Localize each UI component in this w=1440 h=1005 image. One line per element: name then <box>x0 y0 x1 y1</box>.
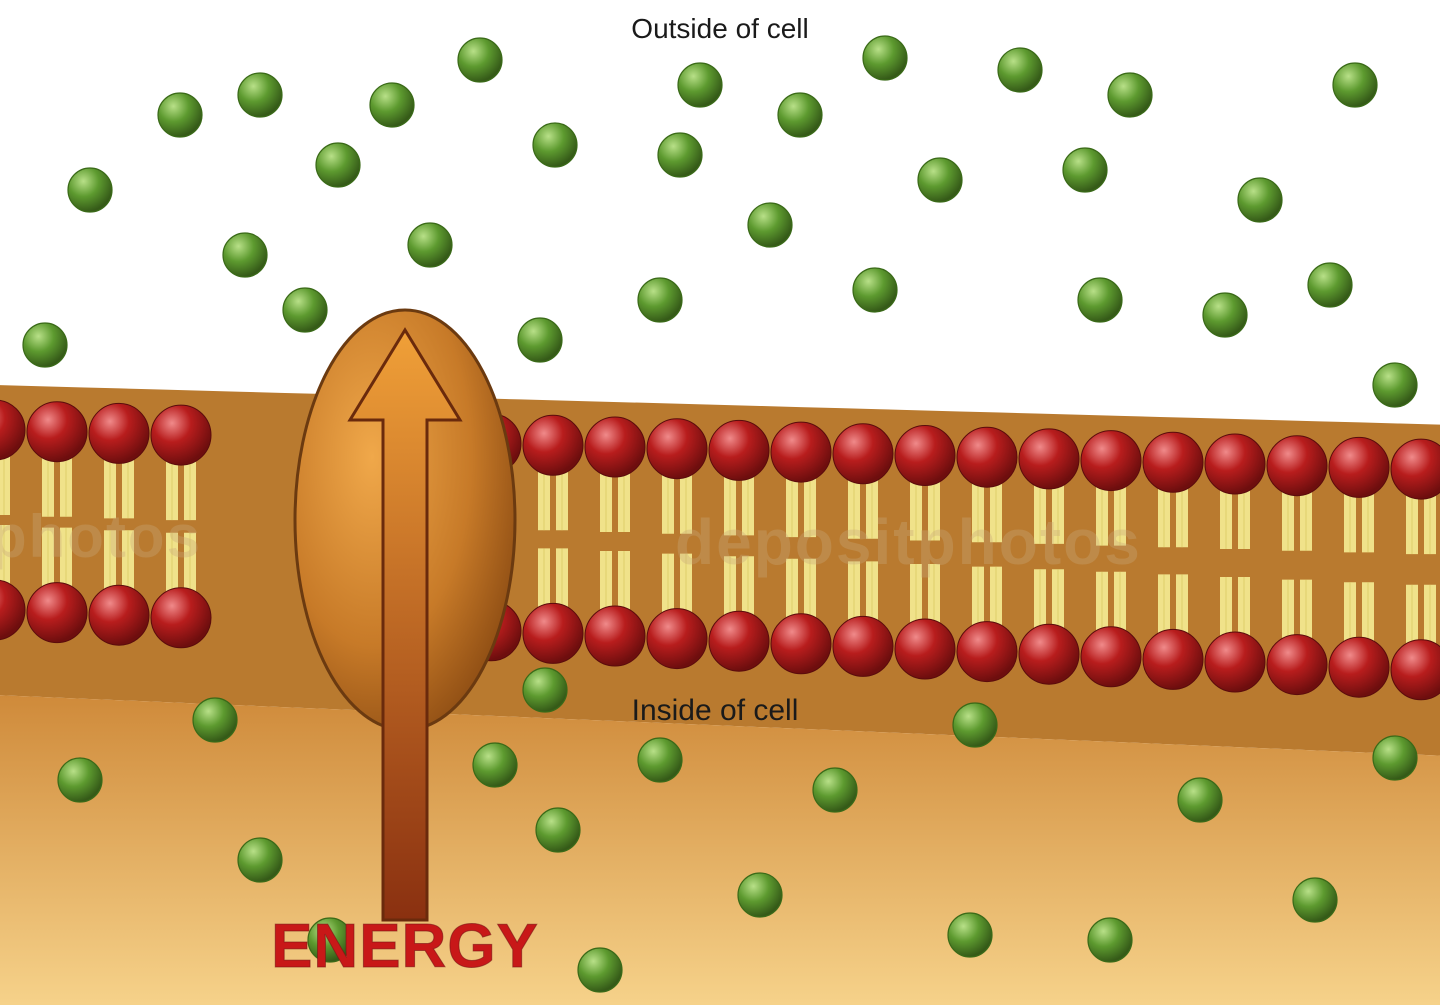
lipid-head-bottom <box>1205 632 1265 692</box>
molecule <box>523 668 567 712</box>
molecule <box>238 73 282 117</box>
lipid-head-top <box>833 424 893 484</box>
lipid-head-bottom <box>1081 627 1141 687</box>
molecule <box>778 93 822 137</box>
molecule <box>953 703 997 747</box>
molecule <box>1088 918 1132 962</box>
molecule <box>678 63 722 107</box>
lipid-head-bottom <box>1143 629 1203 689</box>
molecule <box>283 288 327 332</box>
molecule <box>1238 178 1282 222</box>
molecule <box>1373 736 1417 780</box>
lipid-head-top <box>585 417 645 477</box>
molecule <box>918 158 962 202</box>
molecule <box>68 168 112 212</box>
molecule <box>408 223 452 267</box>
lipid-head-top <box>523 415 583 475</box>
lipid-head-top <box>771 422 831 482</box>
lipid-head-top <box>1143 432 1203 492</box>
molecule <box>536 808 580 852</box>
molecule <box>813 768 857 812</box>
lipid-head-top <box>895 426 955 486</box>
lipid-head-bottom <box>647 609 707 669</box>
molecule <box>370 83 414 127</box>
lipid-head-bottom <box>1267 635 1327 695</box>
lipid-head-bottom <box>957 622 1017 682</box>
lipid-head-top <box>957 427 1017 487</box>
molecule <box>223 233 267 277</box>
molecule <box>1178 778 1222 822</box>
lipid-head-bottom <box>833 616 893 676</box>
lipid-head-bottom <box>523 603 583 663</box>
molecule <box>998 48 1042 92</box>
lipid-head-top <box>1205 434 1265 494</box>
molecule <box>1333 63 1377 107</box>
molecule <box>638 278 682 322</box>
molecule <box>578 948 622 992</box>
lipid-head-top <box>1329 437 1389 497</box>
molecule <box>853 268 897 312</box>
lipid-head-top <box>151 405 211 465</box>
molecule <box>1063 148 1107 192</box>
molecule <box>1203 293 1247 337</box>
molecule <box>238 838 282 882</box>
lipid-head-top <box>27 402 87 462</box>
lipid-head-bottom <box>771 614 831 674</box>
molecule <box>58 758 102 802</box>
lipid-head-top <box>1019 429 1079 489</box>
molecule <box>23 323 67 367</box>
molecule <box>1108 73 1152 117</box>
molecule <box>533 123 577 167</box>
lipid-head-bottom <box>895 619 955 679</box>
lipid-head-top <box>647 419 707 479</box>
molecule <box>518 318 562 362</box>
molecule <box>1078 278 1122 322</box>
lipid-head-bottom <box>709 611 769 671</box>
molecule <box>458 38 502 82</box>
lipid-head-top <box>1081 431 1141 491</box>
molecule <box>1308 263 1352 307</box>
molecule <box>158 93 202 137</box>
molecule <box>316 143 360 187</box>
diagram-svg <box>0 0 1440 1005</box>
molecule <box>863 36 907 80</box>
molecule <box>473 743 517 787</box>
lipid-head-top <box>709 420 769 480</box>
molecule <box>738 873 782 917</box>
molecule <box>948 913 992 957</box>
lipid-head-bottom <box>89 585 149 645</box>
lipid-head-bottom <box>151 588 211 648</box>
molecule <box>1293 878 1337 922</box>
molecule <box>638 738 682 782</box>
lipid-head-top <box>1267 436 1327 496</box>
molecule <box>1373 363 1417 407</box>
lipid-head-bottom <box>1329 637 1389 697</box>
molecule <box>658 133 702 177</box>
lipid-head-bottom <box>27 583 87 643</box>
lipid-head-bottom <box>585 606 645 666</box>
diagram-stage: Outside of cellInside of cellENERGYphoto… <box>0 0 1440 1005</box>
lipid-head-top <box>89 403 149 463</box>
molecule <box>748 203 792 247</box>
molecule <box>193 698 237 742</box>
lipid-head-bottom <box>1019 624 1079 684</box>
